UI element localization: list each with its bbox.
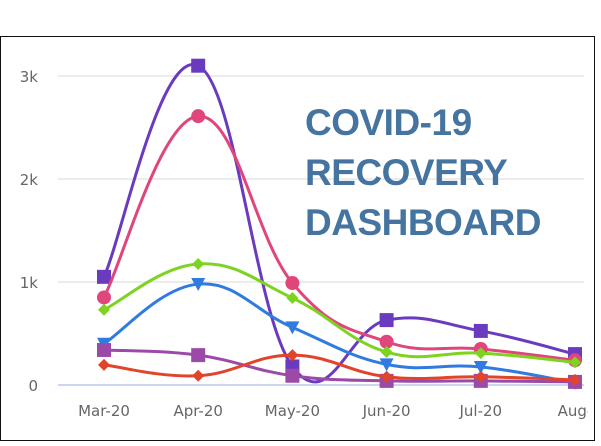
series-violet-line — [103, 348, 576, 384]
series-purple-marker — [97, 269, 111, 284]
series-violet-marker — [285, 368, 300, 383]
dashboard-title: COVID-19 RECOVERY DASHBOARD — [305, 98, 542, 248]
series-violet-marker — [191, 348, 206, 363]
series-red-marker — [286, 349, 299, 362]
series-red-marker — [98, 358, 110, 371]
title-line-3: DASHBOARD — [305, 202, 542, 243]
y-tick-label: 2k — [20, 171, 39, 189]
chart-frame — [0, 36, 595, 441]
series-purple-marker — [473, 323, 488, 338]
series-purple-marker — [191, 58, 206, 73]
series-green-marker — [474, 347, 487, 360]
series-blue-marker — [191, 278, 206, 292]
series-green-marker — [286, 291, 299, 304]
series-blue-marker — [473, 360, 488, 374]
series-red-line — [103, 353, 576, 382]
series-green-marker — [98, 303, 110, 316]
y-tick-label: 1k — [20, 274, 39, 292]
series-blue-marker — [285, 321, 300, 335]
x-tick-label: Jun-20 — [362, 402, 411, 420]
series-purple-marker — [379, 313, 394, 328]
series-pink-marker — [191, 109, 206, 124]
x-tick-label: May-20 — [265, 402, 320, 420]
x-tick-label: Apr-20 — [173, 402, 223, 420]
series-red-marker — [569, 373, 581, 386]
series-green-marker — [569, 356, 581, 369]
series-red-marker — [192, 369, 205, 382]
series-green-marker — [192, 257, 205, 270]
series-pink-marker — [285, 276, 300, 291]
title-line-1: COVID-19 — [305, 102, 472, 143]
title-line-2: RECOVERY — [305, 152, 508, 193]
x-tick-label: Aug- — [558, 402, 593, 420]
series-pink-marker — [97, 290, 111, 305]
series-green-line — [103, 262, 576, 364]
series-green-marker — [380, 346, 393, 359]
series-blue-line — [103, 282, 576, 385]
series-blue-marker — [379, 358, 394, 372]
plot-area: Mar-20 Apr-20 May-20 Jun-20 Jul-20 Aug- — [78, 58, 593, 420]
y-tick-label: 0 — [28, 377, 38, 395]
x-tick-label: Jul-20 — [458, 402, 502, 420]
series-violet-marker — [97, 342, 111, 357]
series-red-marker — [474, 370, 487, 383]
series-red-marker — [380, 370, 393, 383]
x-tick-label: Mar-20 — [78, 402, 130, 420]
series-pink-marker — [379, 334, 394, 349]
y-tick-label: 3k — [20, 68, 39, 86]
